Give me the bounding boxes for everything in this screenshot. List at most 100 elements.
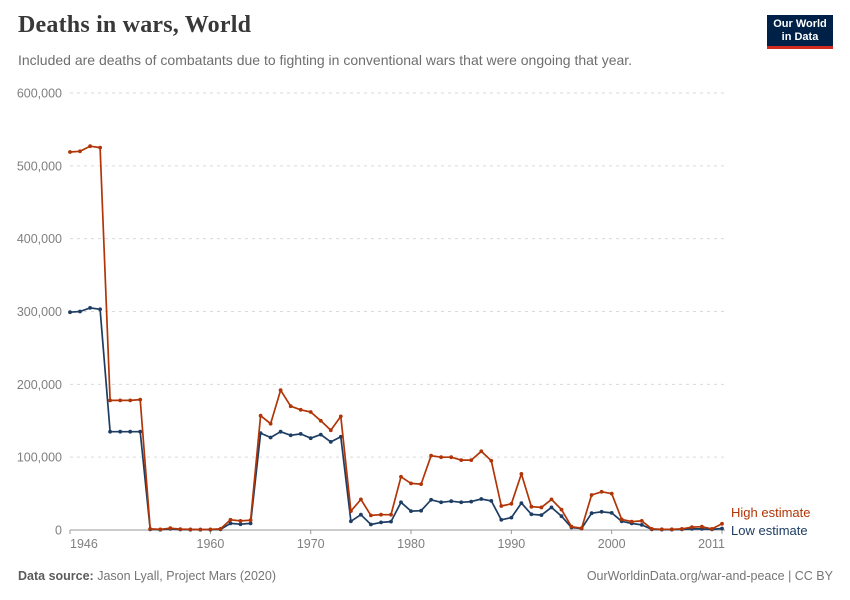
legend-low-estimate: Low estimate [731, 523, 808, 538]
series-low-estimate-point [529, 512, 534, 517]
chart-subtitle: Included are deaths of combatants due to… [18, 52, 633, 68]
series-low-estimate-point [108, 429, 112, 434]
series-low-estimate-point [509, 515, 514, 520]
series-high-estimate-point [228, 517, 233, 522]
series-high-estimate-point [519, 472, 524, 476]
series-low-estimate-point [519, 501, 524, 505]
svg-text:400,000: 400,000 [17, 232, 62, 246]
svg-text:2000: 2000 [598, 537, 626, 551]
series-low-estimate-point [288, 433, 293, 438]
series-low-estimate-point [248, 521, 253, 526]
series-high-estimate-point [128, 398, 133, 403]
series-high-estimate-point [328, 428, 333, 433]
series-low-estimate-point [308, 436, 313, 441]
series-low-estimate-point [228, 521, 233, 526]
series-high-estimate-point [429, 453, 433, 458]
series-high-estimate-point [288, 404, 293, 409]
series-low-estimate-point [429, 497, 433, 502]
series-high-estimate-point [559, 507, 564, 512]
series-high-estimate-point [258, 413, 263, 418]
owid-logo-line1: Our World [773, 17, 827, 30]
series-high-estimate-point [138, 397, 143, 402]
series-low-estimate-point [88, 306, 92, 310]
series-high-estimate-point [419, 482, 423, 486]
series-high-estimate-point [489, 458, 494, 463]
series-high-estimate-point [569, 524, 574, 529]
series-high-estimate-point [98, 145, 102, 150]
x-axis-ticks [69, 530, 723, 534]
series-low-estimate-point [238, 522, 243, 527]
series-low-estimate-point [98, 307, 102, 312]
series-low-estimate-point [78, 309, 82, 314]
series-low-estimate-point [318, 432, 323, 437]
svg-text:200,000: 200,000 [17, 378, 62, 392]
series-high-estimate-point [649, 527, 654, 531]
series-low-estimate-point [609, 511, 614, 515]
series-low-estimate-point [68, 310, 72, 315]
svg-text:1960: 1960 [197, 537, 225, 551]
svg-text:1980: 1980 [397, 537, 425, 551]
series-high-estimate-point [268, 421, 273, 426]
series-high-estimate-point [278, 388, 283, 393]
svg-text:1970: 1970 [297, 537, 325, 551]
data-source-value: Jason Lyall, Project Mars (2020) [93, 569, 276, 583]
series-low-estimate-point [559, 514, 564, 519]
y-gridlines [70, 92, 725, 458]
series-high-estimate-point [359, 497, 363, 502]
series-high-estimate-point [669, 527, 674, 532]
series-high-estimate-point [589, 493, 594, 497]
series-high-estimate-point [509, 501, 514, 506]
series-low-estimate-point [499, 517, 504, 522]
series-low-estimate-point [409, 509, 413, 513]
series-high-estimate-point [88, 144, 92, 149]
series-high-estimate-point [479, 449, 484, 454]
series-high-estimate-point [308, 410, 313, 414]
series-low-estimate-point [459, 500, 464, 505]
series-low-estimate-point [399, 500, 403, 505]
series-high-estimate-point [619, 517, 624, 522]
series-high-estimate-point [549, 497, 554, 502]
owid-logo: Our World in Data [767, 15, 833, 49]
series-low-estimate-point [489, 499, 494, 503]
series-high-estimate-point [188, 527, 193, 532]
series-high-estimate-point [108, 398, 112, 403]
series-high-estimate-point [680, 527, 684, 531]
svg-text:500,000: 500,000 [17, 159, 62, 173]
series-low-estimate-point [268, 435, 273, 440]
series-low-estimate-point [539, 513, 544, 517]
series-high-estimate-point [318, 418, 323, 423]
series-high-estimate-point [208, 527, 213, 532]
series-high-estimate-point [399, 474, 403, 479]
series-high-estimate-point [609, 491, 614, 496]
owid-logo-line2: in Data [781, 30, 819, 43]
series-high-estimate-point [459, 458, 464, 462]
series-low-estimate-point [449, 499, 454, 504]
series-high-estimate [68, 144, 724, 532]
series-high-estimate-point [599, 489, 604, 494]
svg-text:300,000: 300,000 [17, 305, 62, 319]
y-axis-labels: 0 100,000 200,000 300,000 400,000 500,000 600,… [17, 87, 62, 538]
series-high-estimate-point [349, 509, 353, 513]
series-low-estimate-point [469, 499, 474, 504]
license-note[interactable]: OurWorldinData.org/war-and-peace | CC BY [586, 569, 833, 583]
series-low-estimate-point [359, 512, 363, 517]
series-low-estimate-point [328, 440, 333, 444]
series-high-estimate-point [218, 527, 223, 531]
series-high-estimate-point [499, 504, 504, 508]
series-high-estimate-point [469, 458, 474, 462]
svg-text:100,000: 100,000 [17, 451, 62, 465]
svg-text:2011: 2011 [698, 537, 725, 551]
svg-text:1990: 1990 [497, 537, 525, 551]
series-low-estimate-point [379, 520, 383, 525]
series-low-estimate-point [720, 526, 724, 531]
series-high-estimate-point [629, 519, 634, 524]
series-high-estimate-point [700, 524, 704, 529]
series-low-estimate-point [549, 505, 554, 510]
series-high-estimate-point [298, 407, 303, 412]
series-low-estimate-point [419, 508, 423, 513]
series-high-estimate-point [379, 512, 383, 517]
series-low-estimate-point [278, 429, 283, 434]
series-high-estimate-point [449, 455, 454, 460]
